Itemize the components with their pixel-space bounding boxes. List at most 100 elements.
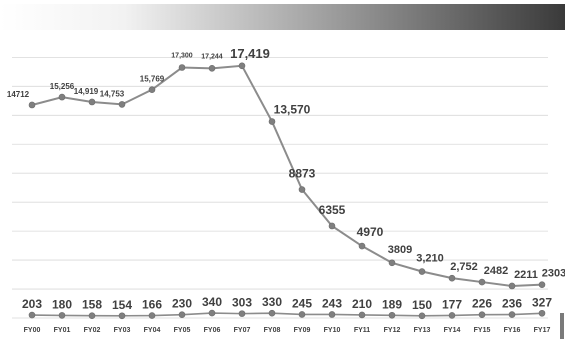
data-point: [298, 186, 306, 193]
data-point: [118, 101, 126, 108]
data-label: 2482: [484, 265, 508, 277]
data-label: 15,256: [50, 82, 75, 91]
gridlines: [12, 56, 548, 319]
data-label: 203: [22, 297, 42, 311]
data-label: 2,752: [450, 261, 478, 273]
x-tick-label: FY08: [264, 327, 281, 334]
x-tick-label: FY11: [354, 327, 370, 334]
data-point: [88, 98, 96, 106]
data-label: 14712: [7, 90, 30, 99]
data-label: 3809: [388, 244, 412, 256]
data-label: 14,919: [74, 87, 99, 96]
data-label: 158: [82, 298, 102, 312]
data-label: 17,419: [230, 46, 270, 61]
data-label: 150: [412, 298, 432, 312]
x-tick-label: FY16: [504, 327, 521, 334]
data-point: [268, 118, 276, 125]
data-point: [328, 311, 336, 318]
data-point: [538, 309, 546, 317]
x-tick-label: FY01: [54, 327, 71, 334]
data-label: 245: [292, 296, 312, 310]
data-point: [418, 268, 426, 275]
data-label: 2303: [542, 268, 565, 280]
data-point: [268, 309, 276, 317]
data-point: [478, 278, 486, 286]
data-label: 14,753: [100, 89, 125, 98]
data-point: [328, 222, 336, 230]
data-label: 154: [112, 298, 132, 312]
data-label: 180: [52, 297, 72, 311]
data-point: [448, 312, 456, 319]
data-point: [178, 64, 186, 71]
data-point: [238, 62, 246, 70]
data-label: 13,570: [274, 103, 311, 117]
x-tick-label: FY10: [324, 327, 341, 334]
data-label: 3,210: [416, 253, 444, 265]
x-tick-label: FY07: [234, 327, 251, 334]
x-tick-label: FY05: [174, 327, 191, 334]
x-tick-label: FY12: [384, 327, 401, 334]
data-point: [208, 309, 216, 317]
data-label: 17,300: [171, 53, 193, 60]
x-tick-label: FY02: [84, 327, 101, 334]
data-label: 303: [232, 296, 252, 310]
x-tick-label: FY17: [534, 327, 551, 334]
series-line-lower: [31, 312, 543, 317]
data-point: [88, 312, 96, 320]
data-label: 189: [382, 297, 402, 311]
data-label: 243: [322, 296, 342, 310]
data-point: [118, 312, 126, 320]
x-tick-label: FY06: [204, 327, 221, 334]
x-tick-label: FY03: [114, 327, 131, 334]
data-point: [58, 93, 66, 101]
series-lines: [31, 64, 543, 317]
data-label: 340: [202, 295, 222, 309]
data-label: 226: [472, 297, 492, 311]
data-point: [418, 312, 426, 320]
series-line-upper: [31, 64, 543, 287]
data-point: [538, 281, 546, 288]
data-label: 15,769: [140, 75, 165, 84]
data-label: 330: [262, 295, 282, 309]
data-point: [148, 86, 156, 93]
data-label: 236: [502, 297, 522, 311]
data-point: [508, 282, 516, 290]
data-point: [448, 274, 456, 282]
data-point: [508, 311, 516, 318]
data-point: [28, 311, 36, 319]
title-bar: [0, 4, 565, 30]
data-label: 230: [172, 297, 192, 311]
x-tick-label: FY09: [294, 327, 311, 334]
data-point: [358, 311, 366, 319]
data-point: [238, 310, 246, 317]
data-point: [478, 311, 486, 319]
data-point: [28, 101, 36, 109]
data-label: 17,244: [201, 53, 223, 60]
x-tick-label: FY00: [24, 327, 41, 334]
data-label: 210: [352, 297, 372, 311]
data-point: [388, 311, 396, 319]
data-point: [58, 312, 66, 319]
data-point: [298, 311, 306, 318]
x-tick-label: FY14: [444, 327, 461, 334]
x-axis-tick-labels: FY00 FY01 FY02 FY03 FY04 FY05 FY06 FY07 FY08 FY09…: [24, 327, 551, 334]
x-tick-label: FY13: [414, 327, 431, 334]
x-tick-label: FY04: [144, 327, 161, 334]
data-point: [388, 259, 396, 267]
data-label: 327: [532, 295, 552, 309]
data-label: 8873: [289, 167, 316, 181]
data-points: [28, 62, 546, 320]
data-point: [148, 312, 156, 319]
data-label: 177: [442, 297, 462, 311]
data-label: 166: [142, 298, 162, 312]
data-label: 6355: [319, 203, 346, 217]
data-point: [178, 311, 186, 318]
data-point: [208, 65, 216, 72]
data-label: 2211: [514, 269, 538, 281]
x-tick-label: FY15: [474, 327, 491, 334]
right-edge-mark: [560, 313, 564, 339]
data-point: [358, 242, 366, 250]
data-label: 4970: [357, 225, 384, 239]
